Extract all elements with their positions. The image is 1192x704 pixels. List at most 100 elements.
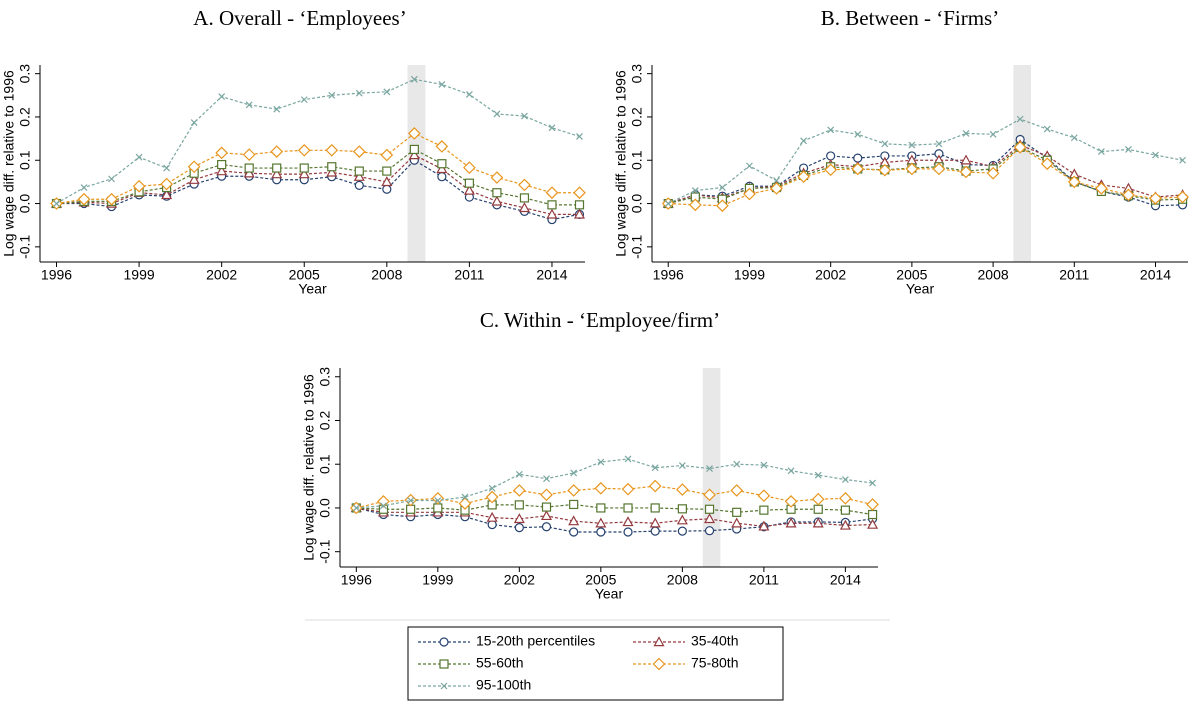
marker (787, 467, 795, 475)
marker (732, 507, 742, 517)
legend-box (407, 626, 784, 701)
marker (408, 149, 420, 160)
x-tick-label: 1999 (734, 267, 765, 283)
marker (547, 200, 557, 210)
marker (813, 504, 823, 514)
marker (187, 160, 201, 174)
y-tick-label: -0.1 (629, 235, 645, 259)
y-tick-label: 0.2 (629, 107, 645, 127)
x-tick-label: 2008 (667, 572, 698, 588)
y-tick-label: 0.3 (629, 64, 645, 84)
marker (270, 145, 284, 158)
marker (1125, 146, 1132, 153)
marker (622, 516, 634, 527)
marker (594, 481, 608, 495)
marker (493, 110, 501, 118)
marker (624, 455, 632, 463)
marker (461, 493, 469, 501)
marker (273, 105, 281, 113)
marker (518, 202, 530, 213)
y-tick-label: 0.1 (17, 150, 33, 170)
highlight-band (702, 368, 721, 567)
marker (188, 174, 200, 184)
marker (437, 159, 447, 169)
marker (574, 200, 585, 210)
marker (989, 130, 997, 138)
x-axis-label: Year (595, 586, 624, 602)
marker (623, 503, 633, 513)
marker (297, 143, 311, 157)
marker (541, 502, 552, 512)
series-line (667, 118, 1183, 205)
marker (881, 140, 889, 148)
marker (352, 504, 360, 512)
marker (731, 517, 743, 528)
marker (746, 162, 753, 170)
marker (519, 193, 530, 203)
marker (597, 458, 605, 466)
x-tick-label: 2005 (585, 572, 616, 588)
marker (812, 517, 824, 528)
marker (932, 162, 946, 176)
marker (492, 188, 502, 198)
legend-marker (439, 659, 449, 669)
marker (491, 195, 503, 206)
x-tick-label: 2014 (536, 267, 567, 283)
marker (596, 503, 606, 513)
y-tick-label: 0.2 (17, 107, 33, 127)
y-tick-label: 0.0 (17, 194, 33, 214)
marker (841, 476, 849, 483)
marker (382, 184, 392, 194)
x-tick-label: 2011 (749, 572, 779, 588)
marker (869, 479, 876, 487)
marker (1176, 190, 1189, 204)
marker (839, 519, 851, 530)
marker (161, 189, 173, 200)
marker (271, 168, 283, 179)
marker (785, 517, 797, 528)
chart-title: C. Within - ‘Employee/firm’ (480, 308, 720, 332)
marker (730, 484, 744, 497)
marker (569, 499, 579, 510)
marker (245, 101, 253, 109)
marker (543, 475, 550, 483)
marker (80, 184, 88, 191)
x-tick-label: 2014 (830, 572, 861, 588)
marker (108, 175, 115, 183)
marker (325, 143, 339, 157)
marker (381, 176, 393, 187)
marker (540, 488, 553, 502)
marker (406, 504, 416, 514)
marker (1152, 151, 1159, 159)
marker (827, 126, 835, 134)
y-axis-label: Log wage diff. relative to 1996 (1, 70, 17, 257)
marker (242, 148, 256, 161)
marker (962, 129, 970, 137)
marker (354, 166, 364, 176)
x-axis-label: Year (906, 281, 935, 297)
highlight-band (1013, 65, 1031, 262)
marker (1179, 156, 1187, 164)
legend-label: 95-100th (476, 677, 531, 693)
marker (814, 471, 822, 479)
marker (380, 502, 387, 510)
marker (567, 484, 581, 497)
x-tick-label: 1996 (41, 267, 72, 283)
legend-label: 55-60th (476, 655, 523, 671)
marker (650, 503, 660, 513)
marker (486, 511, 498, 522)
marker (458, 497, 472, 510)
marker (733, 460, 741, 468)
marker (53, 200, 60, 207)
marker (541, 522, 552, 532)
marker (811, 492, 825, 506)
legend-marker (652, 657, 666, 671)
marker (706, 465, 713, 473)
marker (464, 178, 474, 188)
x-tick-label: 2005 (896, 267, 927, 283)
marker (215, 146, 229, 160)
marker (573, 186, 586, 200)
y-tick-label: 0.0 (629, 194, 645, 214)
marker (676, 514, 688, 525)
